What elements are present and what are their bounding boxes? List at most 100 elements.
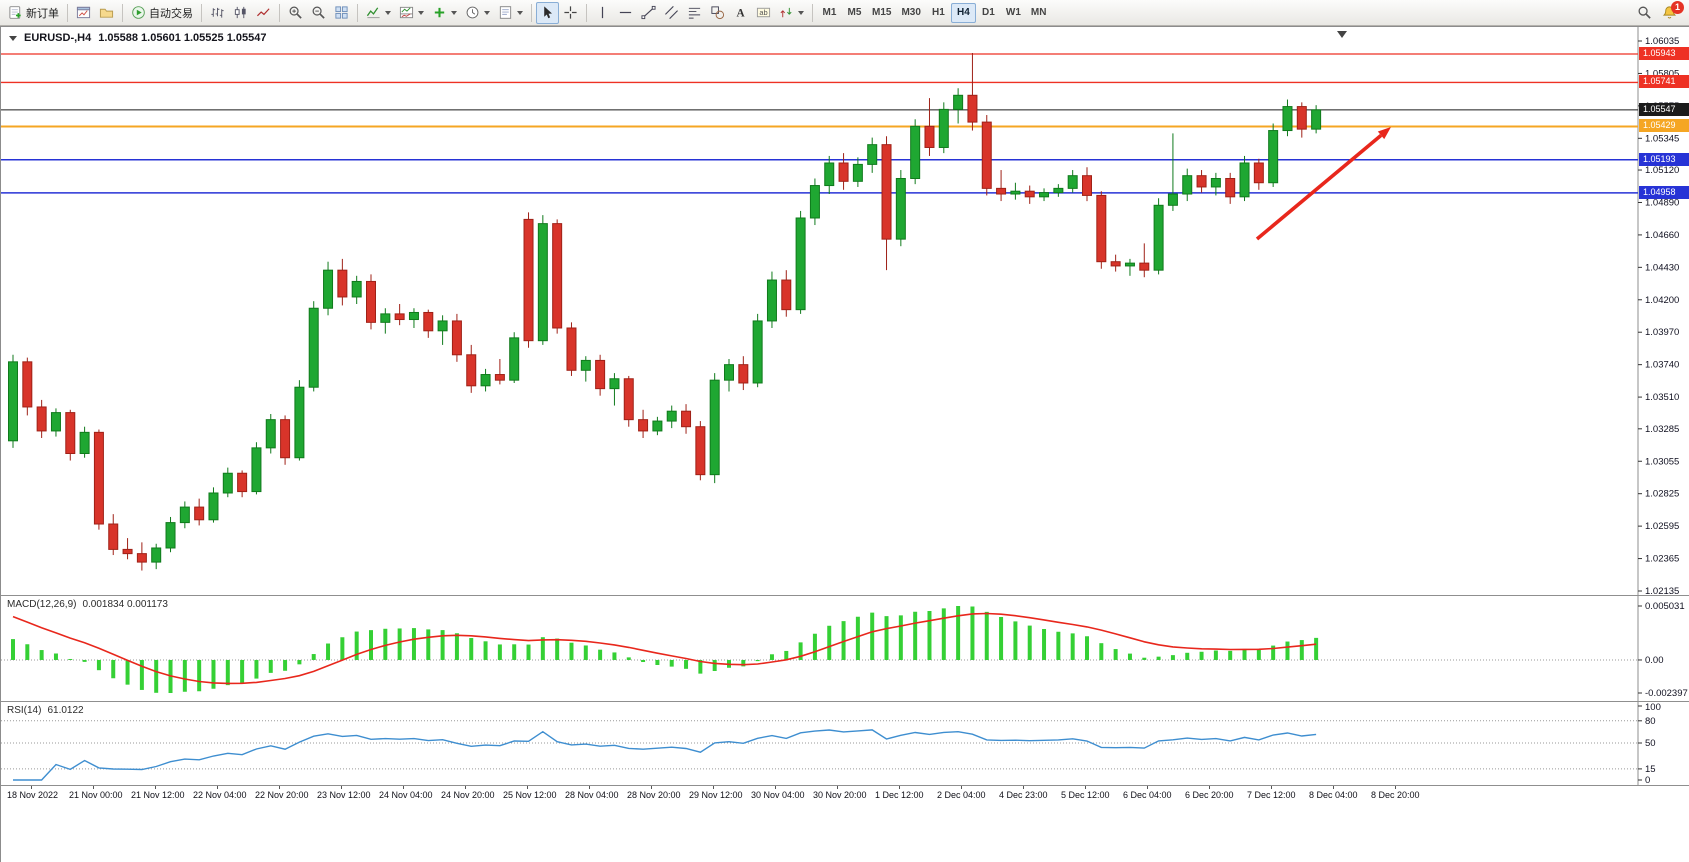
time-axis-tick: [899, 786, 900, 789]
time-axis-tick: [1209, 786, 1210, 789]
candle: [795, 217, 806, 311]
time-axis-tick: [341, 786, 342, 789]
chart-window[interactable]: 1.060351.058051.055751.053451.051201.048…: [0, 26, 1689, 862]
arrows-button-caret-icon[interactable]: [798, 10, 804, 15]
time-axis-label: 7 Dec 12:00: [1247, 790, 1296, 800]
chart-shift-marker-icon[interactable]: [1337, 31, 1347, 38]
arrows-button[interactable]: [775, 2, 808, 24]
time-axis-tick: [1147, 786, 1148, 789]
vertical-line-button[interactable]: [591, 2, 614, 24]
period-button-caret-icon[interactable]: [484, 10, 490, 15]
candle: [895, 177, 906, 240]
toolbar-separator: [357, 3, 358, 22]
candle: [1196, 175, 1207, 188]
chart-context-icon[interactable]: [9, 35, 17, 41]
cursor-button[interactable]: [536, 1, 559, 24]
shapes-button[interactable]: [706, 2, 729, 24]
templates-button[interactable]: [494, 2, 527, 24]
candle: [1024, 190, 1035, 198]
rsi-pane[interactable]: 100 80 50 15 0 RSI(14) 61.0122: [1, 702, 1689, 785]
trend-arrow-annotation[interactable]: [1255, 127, 1391, 241]
profiles-button[interactable]: [95, 2, 118, 24]
time-axis-label: 5 Dec 12:00: [1061, 790, 1110, 800]
bar-chart-button[interactable]: [206, 2, 229, 24]
candle: [65, 412, 76, 454]
horizontal-line-button[interactable]: [614, 2, 637, 24]
fibonacci-button[interactable]: [683, 2, 706, 24]
candle: [509, 337, 520, 381]
trendline-button[interactable]: [637, 2, 660, 24]
time-axis-label: 24 Nov 20:00: [441, 790, 495, 800]
candle: [709, 379, 720, 476]
candle: [752, 320, 763, 384]
autotrading-button-label: 自动交易: [149, 7, 193, 20]
timeframe-h4[interactable]: H4: [950, 2, 976, 23]
channel-button[interactable]: [660, 2, 683, 24]
period-button[interactable]: [461, 2, 494, 24]
indicator-windows-button[interactable]: [395, 2, 428, 24]
search-button[interactable]: [1633, 2, 1656, 24]
candle: [480, 374, 491, 387]
candle: [122, 548, 133, 555]
tile-windows-button[interactable]: [330, 2, 353, 24]
candlestick-chart[interactable]: 1.060351.058051.055751.053451.051201.048…: [1, 27, 1689, 595]
timeframe-m15[interactable]: M15: [867, 3, 896, 23]
candle: [1311, 109, 1322, 130]
macd-pane[interactable]: 0.005031 0.00 -0.002397 MACD(12,26,9) 0.00…: [1, 596, 1689, 701]
chartwin-icon: [76, 5, 91, 20]
timeframe-mn[interactable]: MN: [1026, 3, 1052, 23]
macd-pane-splitter[interactable]: [1, 595, 1689, 596]
candle: [1167, 193, 1178, 206]
main-chart-pane[interactable]: 1.060351.058051.055751.053451.051201.048…: [1, 27, 1689, 595]
candle: [1253, 162, 1264, 184]
add-object-button[interactable]: [428, 2, 461, 24]
timeframe-h1[interactable]: H1: [926, 3, 951, 23]
zoom-out-button[interactable]: [307, 2, 330, 24]
time-axis-label: 1 Dec 12:00: [875, 790, 924, 800]
candle: [222, 472, 233, 494]
time-axis-label: 6 Dec 20:00: [1185, 790, 1234, 800]
time-axis-tick: [93, 786, 94, 789]
timeframe-m5[interactable]: M5: [842, 3, 867, 23]
time-axis[interactable]: 18 Nov 2022 21 Nov 00:00 21 Nov 12:00 22 No…: [1, 785, 1689, 862]
add-object-button-caret-icon[interactable]: [451, 10, 457, 15]
svg-text:1.04660: 1.04660: [1645, 230, 1679, 241]
zoom-in-button[interactable]: [284, 2, 307, 24]
timeframe-w1[interactable]: W1: [1001, 3, 1026, 23]
template-icon: [498, 5, 513, 20]
new-order-button[interactable]: 新订单: [4, 2, 63, 24]
candlestick-chart-button[interactable]: [229, 2, 252, 24]
alerts-button[interactable]: 1: [1658, 0, 1684, 24]
timeframe-d1[interactable]: D1: [976, 3, 1001, 23]
toolbar-separator: [201, 3, 202, 22]
candle: [781, 279, 792, 311]
templates-button-caret-icon[interactable]: [517, 10, 523, 15]
shapes-icon: [710, 5, 725, 20]
crosshair-button[interactable]: [559, 2, 582, 24]
candle: [852, 163, 863, 182]
candle: [408, 311, 419, 321]
svg-text:0.005031: 0.005031: [1645, 601, 1685, 612]
price-level-badge-1.05193: 1.05193: [1639, 152, 1689, 166]
svg-text:0.00: 0.00: [1645, 655, 1664, 666]
indicator-windows-button-caret-icon[interactable]: [418, 10, 424, 15]
svg-text:A: A: [736, 8, 745, 20]
candle: [351, 280, 362, 298]
zoomin-icon: [288, 5, 303, 20]
label-button[interactable]: ab: [752, 2, 775, 24]
text-button[interactable]: A: [729, 2, 752, 24]
timeframe-m1[interactable]: M1: [817, 3, 842, 23]
rsi-pane-splitter[interactable]: [1, 701, 1689, 702]
timeframe-m30[interactable]: M30: [896, 3, 925, 23]
candle: [451, 320, 462, 356]
indicators-button-caret-icon[interactable]: [385, 10, 391, 15]
autotrading-button[interactable]: 自动交易: [127, 2, 197, 24]
svg-text:1.03970: 1.03970: [1645, 327, 1679, 338]
line-chart-button[interactable]: [252, 2, 275, 24]
svg-text:15: 15: [1645, 764, 1656, 775]
time-axis-label: 23 Nov 12:00: [317, 790, 371, 800]
indicators-button[interactable]: [362, 2, 395, 24]
new-chart-button[interactable]: [72, 2, 95, 24]
